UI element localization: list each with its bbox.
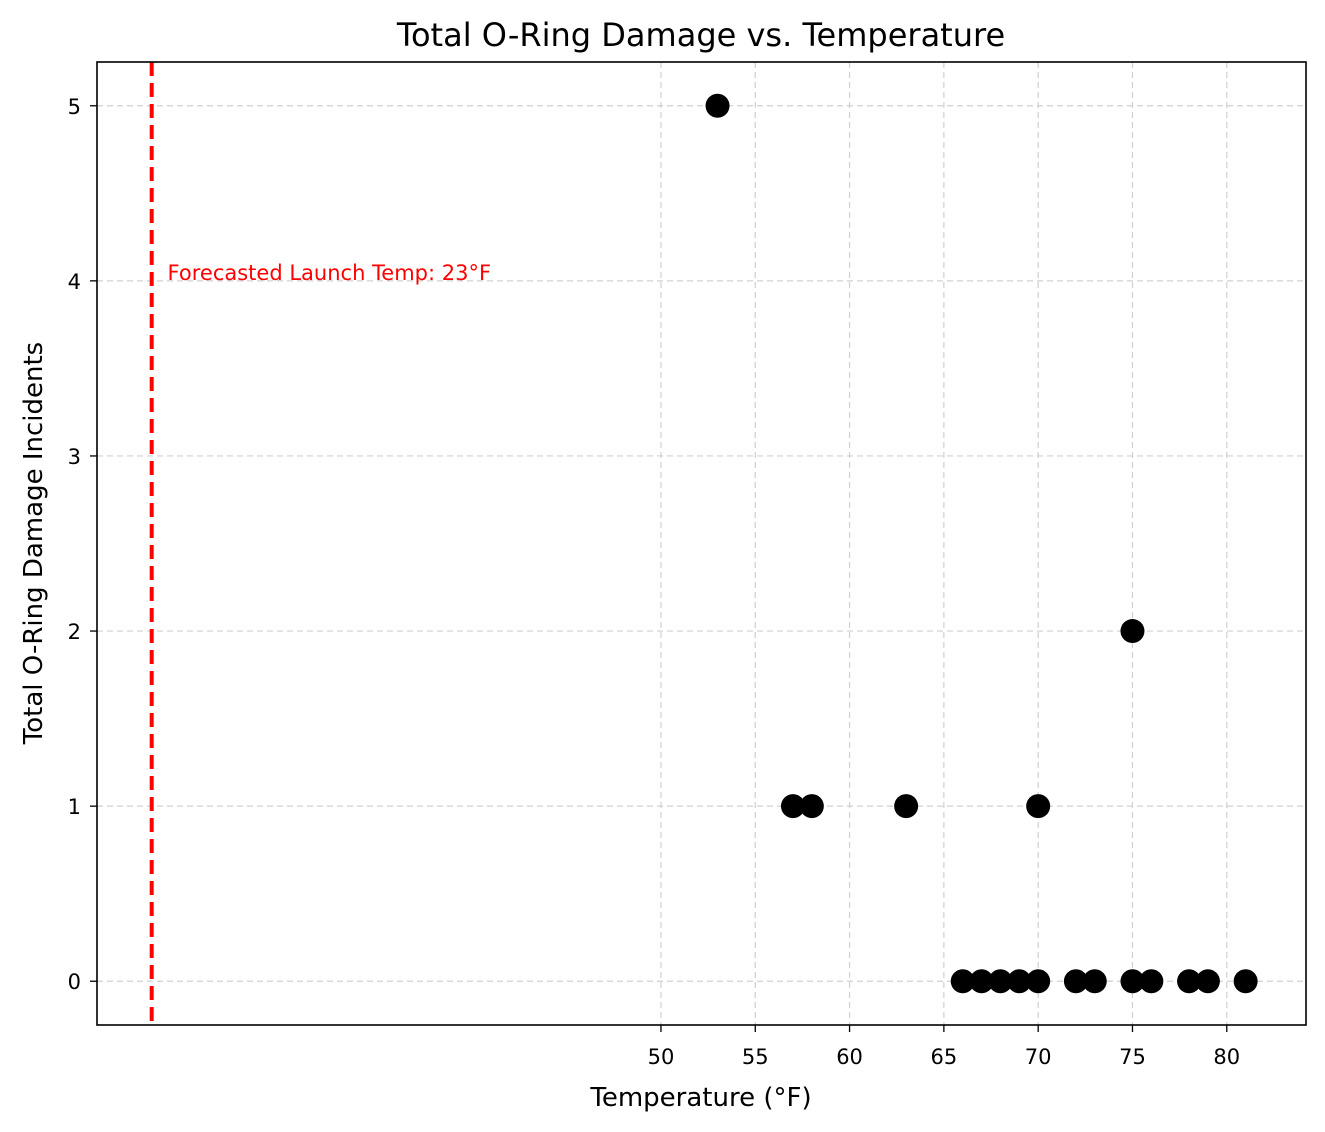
chart-title: Total O-Ring Damage vs. Temperature	[396, 16, 1005, 54]
x-tick-label: 60	[836, 1045, 863, 1069]
data-point	[1026, 794, 1051, 819]
x-tick-label: 65	[930, 1045, 957, 1069]
data-point	[1026, 969, 1051, 994]
data-point	[799, 794, 824, 819]
y-tick-label: 3	[68, 445, 81, 469]
data-point	[1177, 969, 1202, 994]
data-point	[1195, 969, 1220, 994]
data-point	[1120, 969, 1145, 994]
data-point	[969, 969, 994, 994]
data-point	[1139, 969, 1164, 994]
y-axis-ticks: 0 1 2 3 4 5	[68, 95, 97, 994]
data-point	[894, 794, 919, 819]
data-point	[705, 93, 730, 118]
plot-frame	[96, 61, 1307, 1026]
y-axis-label: Total O-Ring Damage Incidents	[19, 342, 49, 745]
data-point	[780, 794, 805, 819]
x-tick-label: 75	[1119, 1045, 1146, 1069]
data-point	[988, 969, 1013, 994]
y-tick-label: 0	[68, 970, 81, 994]
grid	[97, 62, 1306, 1025]
data-points	[705, 93, 1258, 994]
y-tick-label: 4	[68, 270, 81, 294]
data-point	[1233, 969, 1258, 994]
data-point	[1082, 969, 1107, 994]
x-tick-label: 55	[742, 1045, 769, 1069]
y-tick-label: 2	[68, 620, 81, 644]
x-axis-label: Temperature (°F)	[589, 1083, 811, 1113]
x-tick-label: 50	[648, 1045, 675, 1069]
x-tick-label: 70	[1025, 1045, 1052, 1069]
y-tick-label: 5	[68, 95, 81, 119]
data-point	[1120, 619, 1145, 644]
x-tick-label: 80	[1213, 1045, 1240, 1069]
data-point	[950, 969, 975, 994]
data-point	[1007, 969, 1032, 994]
x-axis-ticks: 50 55 60 65 70 75 80	[648, 1025, 1240, 1069]
reference-annotation: Forecasted Launch Temp: 23°F	[168, 261, 492, 285]
y-tick-label: 1	[68, 795, 81, 819]
data-point	[1063, 969, 1088, 994]
